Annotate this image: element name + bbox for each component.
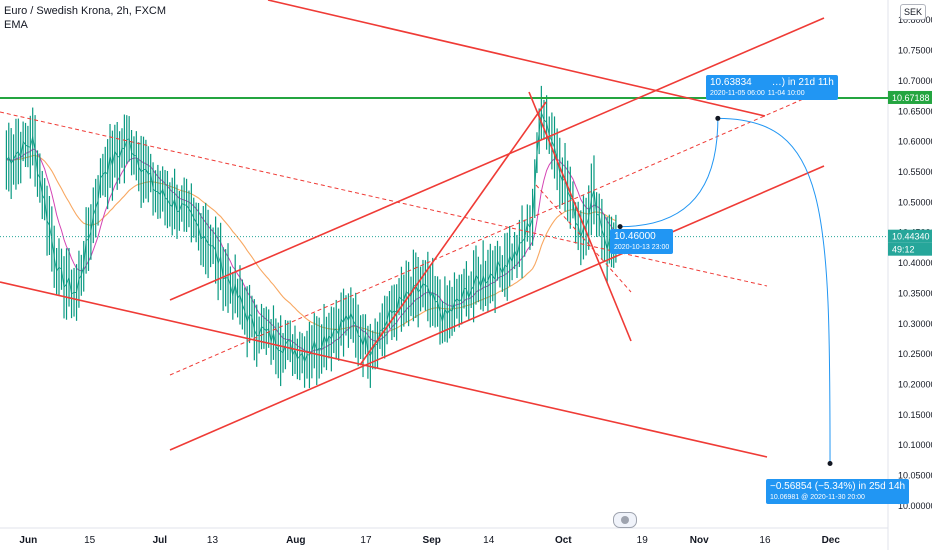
time-tick-label: 14	[483, 535, 495, 546]
lower-target-change: −0.56854 (−5.34%) in 25d 14h	[770, 481, 906, 492]
time-tick-label: 16	[759, 535, 771, 546]
price-tick-label: 10.75000	[898, 46, 932, 56]
projection-up-path	[620, 118, 719, 228]
currency-unit-badge[interactable]: SEK	[900, 4, 926, 20]
price-tick-label: 10.65000	[898, 106, 932, 116]
time-tick-label: Jun	[19, 535, 37, 546]
lower-target-date: 10.06981 @ 2020-11-30 20:00	[770, 494, 865, 501]
time-tick-label: Oct	[555, 535, 572, 546]
price-tick-label: 10.50000	[898, 197, 932, 207]
lower-target-tooltip: −0.56854 (−5.34%) in 25d 14h 10.06981 @ …	[766, 479, 910, 504]
price-tick-label: 10.35000	[898, 288, 932, 298]
tradingview-logo-icon[interactable]	[613, 512, 637, 528]
projection-down-path	[717, 117, 831, 464]
price-tick-label: 10.20000	[898, 379, 932, 389]
projection-point	[715, 115, 721, 121]
price-tick-label: 10.25000	[898, 349, 932, 359]
channel-upper-line	[169, 17, 825, 301]
upper-target-price: 10.63834	[710, 77, 752, 88]
start-point-date: 2020-10-13 23:00	[614, 244, 670, 251]
price-tick-label: 10.15000	[898, 410, 932, 420]
channel-lower-line	[169, 165, 825, 451]
bar-countdown-label-bg	[888, 242, 932, 256]
upper-target-tooltip: 10.63834 …) in 21d 11h 2020-11-05 06:00 11…	[706, 75, 838, 100]
price-tick-label: 10.05000	[898, 471, 932, 481]
start-point-tooltip: 10.46000 2020-10-13 23:00	[610, 229, 674, 254]
price-tick-label: 10.00000	[898, 501, 932, 511]
indicator-label: EMA	[4, 19, 28, 31]
last-price-label-bg	[888, 229, 932, 243]
time-tick-label: 15	[84, 535, 96, 546]
downtrend-lower-line	[0, 281, 768, 458]
downtrend-mid-line	[0, 111, 768, 287]
projection-point	[827, 461, 833, 467]
downtrend-upper-line	[267, 0, 766, 117]
channel-mid-line	[169, 89, 825, 376]
resistance-level-label-bg	[888, 90, 932, 104]
time-tick-label: Jul	[153, 535, 168, 546]
time-tick-label: Nov	[690, 535, 709, 546]
price-tick-label: 10.70000	[898, 76, 932, 86]
price-tick-label: 10.40000	[898, 258, 932, 268]
upper-target-date: 2020-11-05 06:00	[710, 90, 765, 97]
wedge-lower-line	[535, 184, 632, 293]
price-tick-label: 10.30000	[898, 319, 932, 329]
projection-point	[617, 224, 623, 230]
price-tick-label: 10.55000	[898, 167, 932, 177]
price-tick-label: 10.60000	[898, 137, 932, 147]
time-tick-label: Dec	[822, 535, 841, 546]
resistance-level-label: 10.67188	[892, 93, 930, 103]
chart-title: Euro / Swedish Krona, 2h, FXCM	[4, 5, 167, 17]
upper-target-date-suffix: 11-04 10:00	[767, 90, 805, 97]
bar-countdown-label: 49:12	[892, 245, 915, 255]
time-tick-label: Aug	[286, 535, 305, 546]
time-tick-label: Sep	[423, 535, 441, 546]
start-point-price: 10.46000	[614, 231, 656, 242]
chart-header: Euro / Swedish Krona, 2h, FXCM EMA	[4, 4, 166, 32]
pattern-left-line	[359, 101, 547, 366]
last-price-label: 10.44340	[892, 232, 930, 242]
time-tick-label: 17	[360, 535, 372, 546]
ema-slow-line	[6, 154, 617, 334]
price-line	[6, 112, 617, 364]
time-tick-label: 13	[207, 535, 219, 546]
price-tick-label: 10.80000	[898, 15, 932, 25]
time-tick-label: 19	[637, 535, 649, 546]
price-tick-label: 10.10000	[898, 440, 932, 450]
upper-target-suffix: …) in 21d 11h	[771, 77, 834, 88]
wedge-upper-line	[528, 91, 632, 342]
